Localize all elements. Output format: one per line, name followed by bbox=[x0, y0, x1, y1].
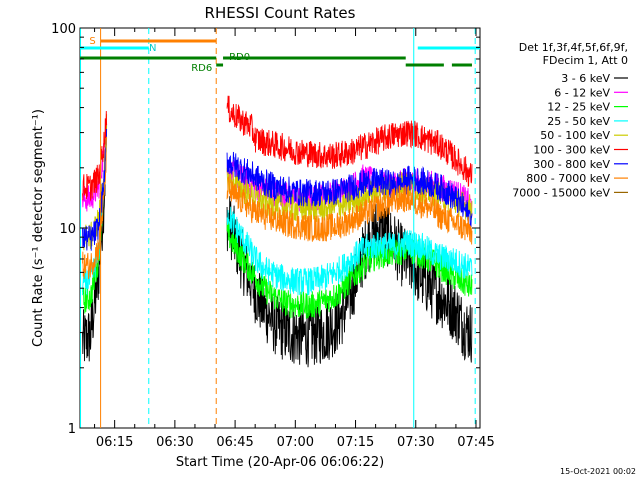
series-100-300-kev-line bbox=[82, 95, 473, 201]
legend-entry-label: 7000 - 15000 keV bbox=[512, 186, 610, 199]
footer-date: 15-Oct-2021 00:02 bbox=[560, 467, 636, 476]
legend-entry-label: 6 - 12 keV bbox=[554, 86, 610, 99]
legend-entry-label: 3 - 6 keV bbox=[561, 72, 610, 85]
series-line-segment bbox=[226, 95, 473, 188]
legend-entry-label: 50 - 100 keV bbox=[540, 129, 610, 142]
series-line-segment bbox=[82, 111, 108, 201]
y-axis-label: Count Rate (s⁻¹ detector segment⁻¹) bbox=[31, 109, 46, 347]
series-line-segment bbox=[82, 136, 108, 280]
legend-entry-label: 300 - 800 keV bbox=[533, 158, 610, 171]
y-tick-label: 10 bbox=[59, 222, 76, 237]
x-tick-label: 07:00 bbox=[277, 435, 314, 450]
x-tick-label: 06:45 bbox=[216, 435, 253, 450]
state-label-n: N bbox=[149, 43, 156, 54]
legend-entry-label: 100 - 300 keV bbox=[533, 144, 610, 157]
plot-area bbox=[82, 95, 473, 368]
axes: S N RD0 RD6 1 10 100 06:15 06:30 06:45 07:00 07:15 0… bbox=[51, 22, 495, 450]
x-tick-label: 07:15 bbox=[337, 435, 374, 450]
legend: Det 1f,3f,4f,5f,6f,9f, FDecim 1, Att 0 3… bbox=[512, 41, 628, 199]
legend-header-line-2: FDecim 1, Att 0 bbox=[543, 54, 628, 67]
legend-entry-label: 25 - 50 keV bbox=[547, 115, 610, 128]
x-tick-label: 06:15 bbox=[96, 435, 133, 450]
y-tick-label: 100 bbox=[51, 22, 76, 37]
series-line-segment bbox=[226, 220, 473, 319]
attenuator-flag-label: S bbox=[89, 36, 95, 47]
y-tick-label: 1 bbox=[68, 422, 76, 437]
legend-entry-label: 800 - 7000 keV bbox=[526, 172, 610, 185]
state-label-rd6: RD6 bbox=[191, 63, 212, 74]
series-line-segment bbox=[226, 176, 473, 245]
series-line-segment bbox=[226, 151, 473, 232]
series-line-segment bbox=[226, 206, 473, 296]
state-label-rd0: RD0 bbox=[229, 52, 250, 63]
x-tick-label: 07:45 bbox=[457, 435, 494, 450]
x-tick-label: 06:30 bbox=[156, 435, 193, 450]
chart-title: RHESSI Count Rates bbox=[205, 4, 356, 22]
legend-entry-label: 12 - 25 keV bbox=[547, 101, 610, 114]
x-axis-label: Start Time (20-Apr-06 06:06:22) bbox=[176, 455, 384, 470]
legend-header-line-1: Det 1f,3f,4f,5f,6f,9f, bbox=[519, 41, 628, 54]
series-800-7000-kev-line bbox=[82, 136, 473, 280]
x-tick-label: 07:30 bbox=[397, 435, 434, 450]
